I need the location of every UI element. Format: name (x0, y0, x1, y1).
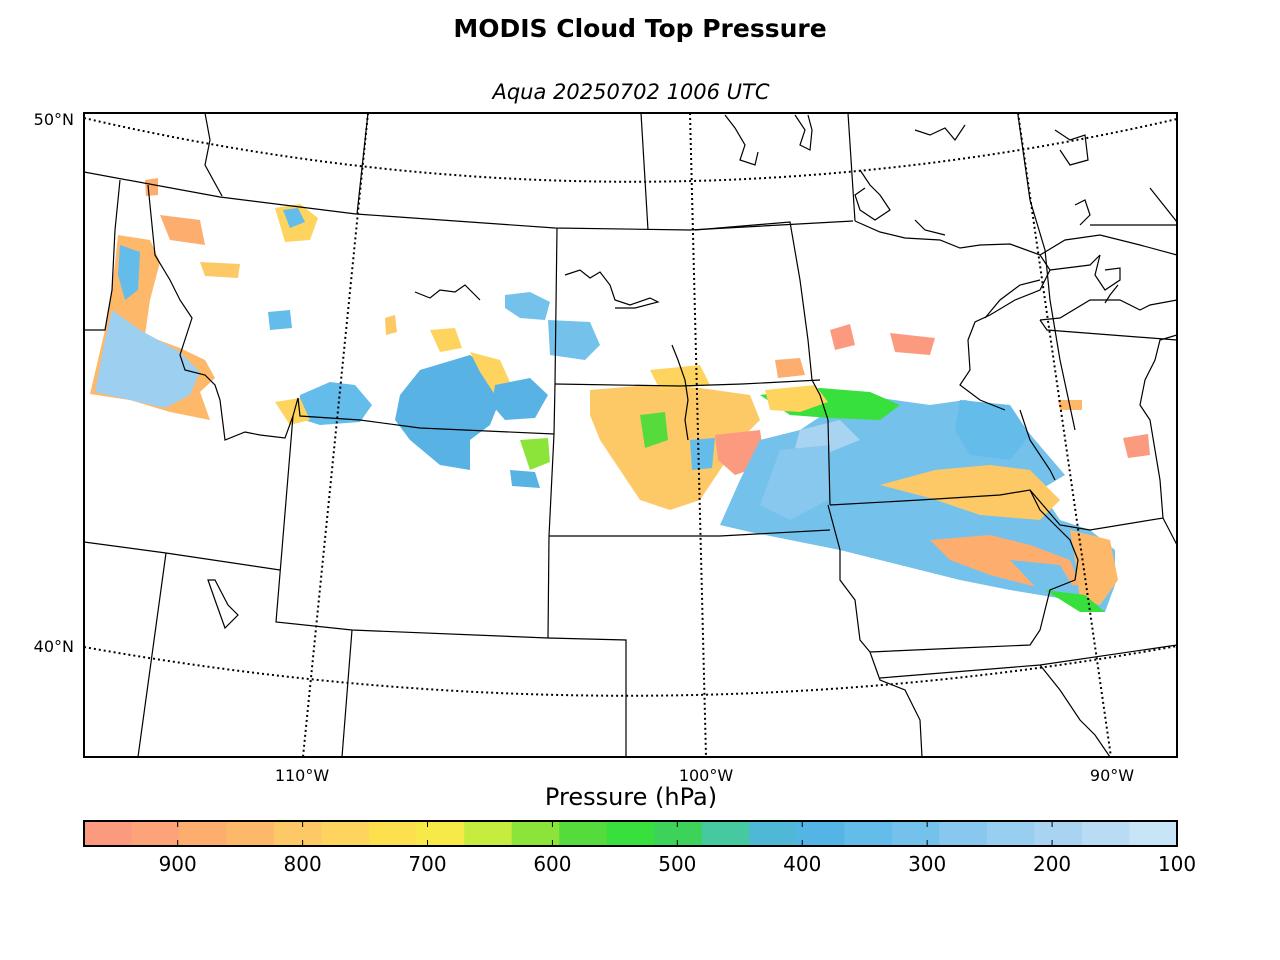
cloud-swath (90, 178, 1150, 612)
colorbar-segment (84, 821, 133, 846)
colorbar-tick-label: 300 (908, 852, 947, 876)
fort-peck-lake (414, 284, 481, 301)
colorbar-segment (1034, 821, 1083, 846)
colorbar-segment (701, 821, 750, 846)
parallel-50n (84, 117, 1177, 183)
lake-superior-shore (854, 220, 1177, 256)
water-outlines (207, 114, 1091, 630)
lon-label-90w: 90°W (1089, 766, 1135, 785)
map-title: MODIS Cloud Top Pressure (453, 14, 827, 43)
colorbar-frame (83, 820, 1178, 847)
colorbar-segment (464, 821, 513, 846)
cloud-region-west-core (95, 310, 200, 408)
colorbar-segment (654, 821, 703, 846)
border-idaho (84, 179, 121, 331)
colorbar-tick-label: 600 (533, 852, 572, 876)
map-subtitle: Aqua 20250702 1006 UTC (492, 80, 770, 104)
colorbar-tick-label: 200 (1032, 852, 1072, 876)
lat-label-50n: 50°N (33, 110, 74, 129)
colorbar-segment (796, 821, 845, 846)
parallel-40n (84, 645, 1177, 697)
colorbar-label: Pressure (hPa) (544, 783, 718, 811)
colorbar-segment (226, 821, 275, 846)
colorbar-segment (891, 821, 940, 846)
meridian-100w (689, 113, 707, 757)
colorbar-tick-label: 800 (283, 852, 322, 876)
political-borders (84, 113, 1177, 757)
graticule (84, 113, 1177, 757)
colorbar-segment (844, 821, 893, 846)
colorbar-tick-label: 500 (658, 852, 697, 876)
colorbar-segment (416, 821, 465, 846)
colorbar-segment (179, 821, 228, 846)
colorbar-segment (321, 821, 370, 846)
colorbar-segment (1129, 821, 1178, 846)
lake-sakakawea (564, 269, 660, 309)
colorbar-segment (131, 821, 180, 846)
colorbar-segment (606, 821, 655, 846)
colorbar-segment (369, 821, 418, 846)
map-area (84, 113, 1177, 757)
colorbar-segment (559, 821, 608, 846)
lat-label-40n: 40°N (33, 637, 74, 656)
lon-label-110w: 110°W (274, 766, 330, 785)
map-frame (83, 112, 1178, 758)
colorbar-segment (1081, 821, 1130, 846)
cloud-region-dakota (590, 385, 760, 510)
colorbar-segment (749, 821, 798, 846)
colorbar-tick-label: 400 (783, 852, 822, 876)
lon-label-100w: 100°W (678, 766, 734, 785)
colorbar-segment (986, 821, 1035, 846)
colorbar (84, 821, 1178, 846)
meridian-90w (1017, 113, 1112, 757)
colorbar-tick-label: 700 (408, 852, 447, 876)
cloud-region-west-edge (118, 245, 140, 300)
cloud-region-montana (395, 355, 500, 470)
colorbar-tick-label: 100 (1157, 852, 1197, 876)
colorbar-segment (274, 821, 323, 846)
colorbar-segment (939, 821, 988, 846)
colorbar-tick-label: 900 (158, 852, 197, 876)
colorbar-segment (511, 821, 560, 846)
